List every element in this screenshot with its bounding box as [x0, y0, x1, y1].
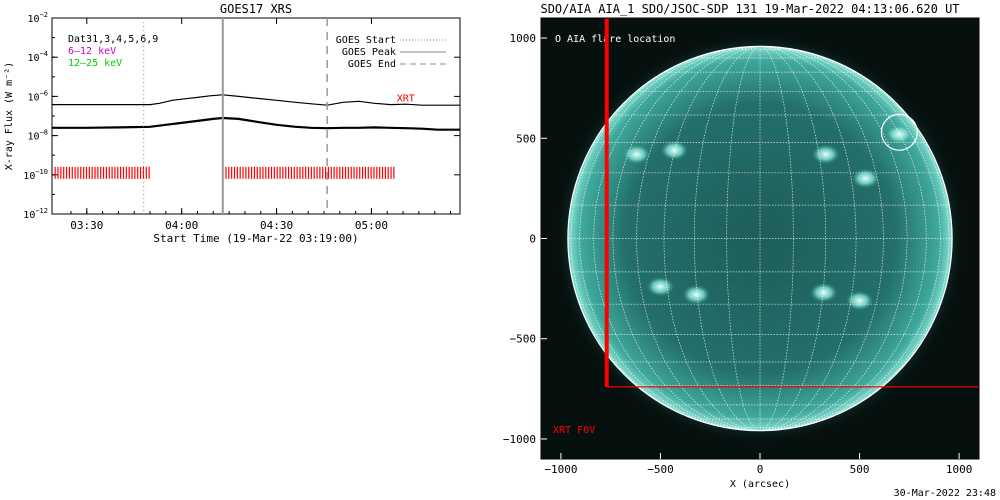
goes-info-line: 6–12 keV	[68, 46, 116, 57]
goes-info-line: 12–25 keV	[68, 58, 122, 69]
longitude-line	[759, 46, 941, 431]
active-region	[646, 276, 675, 297]
goes-y-axis-label: X-ray Flux (W m⁻²)	[4, 62, 15, 170]
goes-info-line: Dat31,3,4,5,6,9	[68, 34, 158, 45]
aia-x-tick-label: 0	[757, 463, 764, 476]
aia-timestamp: 30-Mar-2022 23:48	[894, 488, 996, 499]
longitude-line	[570, 46, 761, 431]
xrt-fov-label: XRT FOV	[553, 425, 595, 436]
longitude-line	[759, 46, 884, 431]
longitude-line	[759, 46, 908, 431]
goes-title: GOES17 XRS	[220, 2, 292, 16]
longitude-line	[759, 46, 950, 431]
longitude-line	[593, 46, 761, 431]
goes-x-tick-label: 04:00	[165, 219, 198, 232]
aia-x-tick-label: −1000	[544, 463, 577, 476]
active-region	[682, 284, 711, 305]
aia-x-tick-label: −500	[647, 463, 674, 476]
longitude-line	[612, 46, 761, 431]
flare-location-label: O AIA flare location	[555, 34, 675, 45]
aia-x-axis-label: X (arcsec)	[730, 479, 790, 490]
aia-y-tick-label: 0	[529, 233, 536, 246]
longitude-line	[636, 46, 761, 431]
goes-series-line	[52, 94, 460, 106]
flare-location-circle	[880, 113, 918, 151]
active-region	[809, 282, 838, 303]
longitude-line	[759, 46, 927, 431]
aia-y-tick-label: −1000	[503, 433, 536, 446]
goes-legend-label: GOES Start	[336, 35, 396, 46]
heliographic-grid	[567, 46, 953, 431]
goes-legend-label: GOES End	[348, 59, 396, 70]
longitude-line	[579, 46, 761, 431]
goes-x-axis-label: Start Time (19-Mar-22 03:19:00)	[153, 232, 358, 245]
aia-x-tick-label: 500	[850, 463, 870, 476]
longitude-line	[663, 46, 761, 431]
goes-x-tick-label: 05:00	[355, 219, 388, 232]
solar-limb	[567, 45, 953, 432]
aia-y-tick-label: 500	[516, 132, 536, 145]
active-region	[811, 144, 840, 165]
goes-series-line	[52, 116, 460, 131]
longitude-line	[759, 46, 857, 431]
aia-y-tick-label: −500	[510, 333, 537, 346]
active-region	[845, 290, 874, 311]
aia-x-tick-label: 1000	[946, 463, 973, 476]
xrt-label: XRT	[397, 93, 415, 104]
goes-x-tick-label: 03:30	[70, 219, 103, 232]
aia-y-tick-label: 1000	[510, 32, 537, 45]
aia-title: SDO/AIA AIA_1 SDO/JSOC-SDP 131 19-Mar-20…	[540, 2, 959, 16]
longitude-line	[726, 46, 761, 431]
active-region	[622, 144, 651, 165]
longitude-line	[759, 46, 794, 431]
goes-legend-label: GOES Peak	[342, 47, 396, 58]
active-region	[851, 168, 880, 189]
goes-x-tick-label: 04:30	[260, 219, 293, 232]
